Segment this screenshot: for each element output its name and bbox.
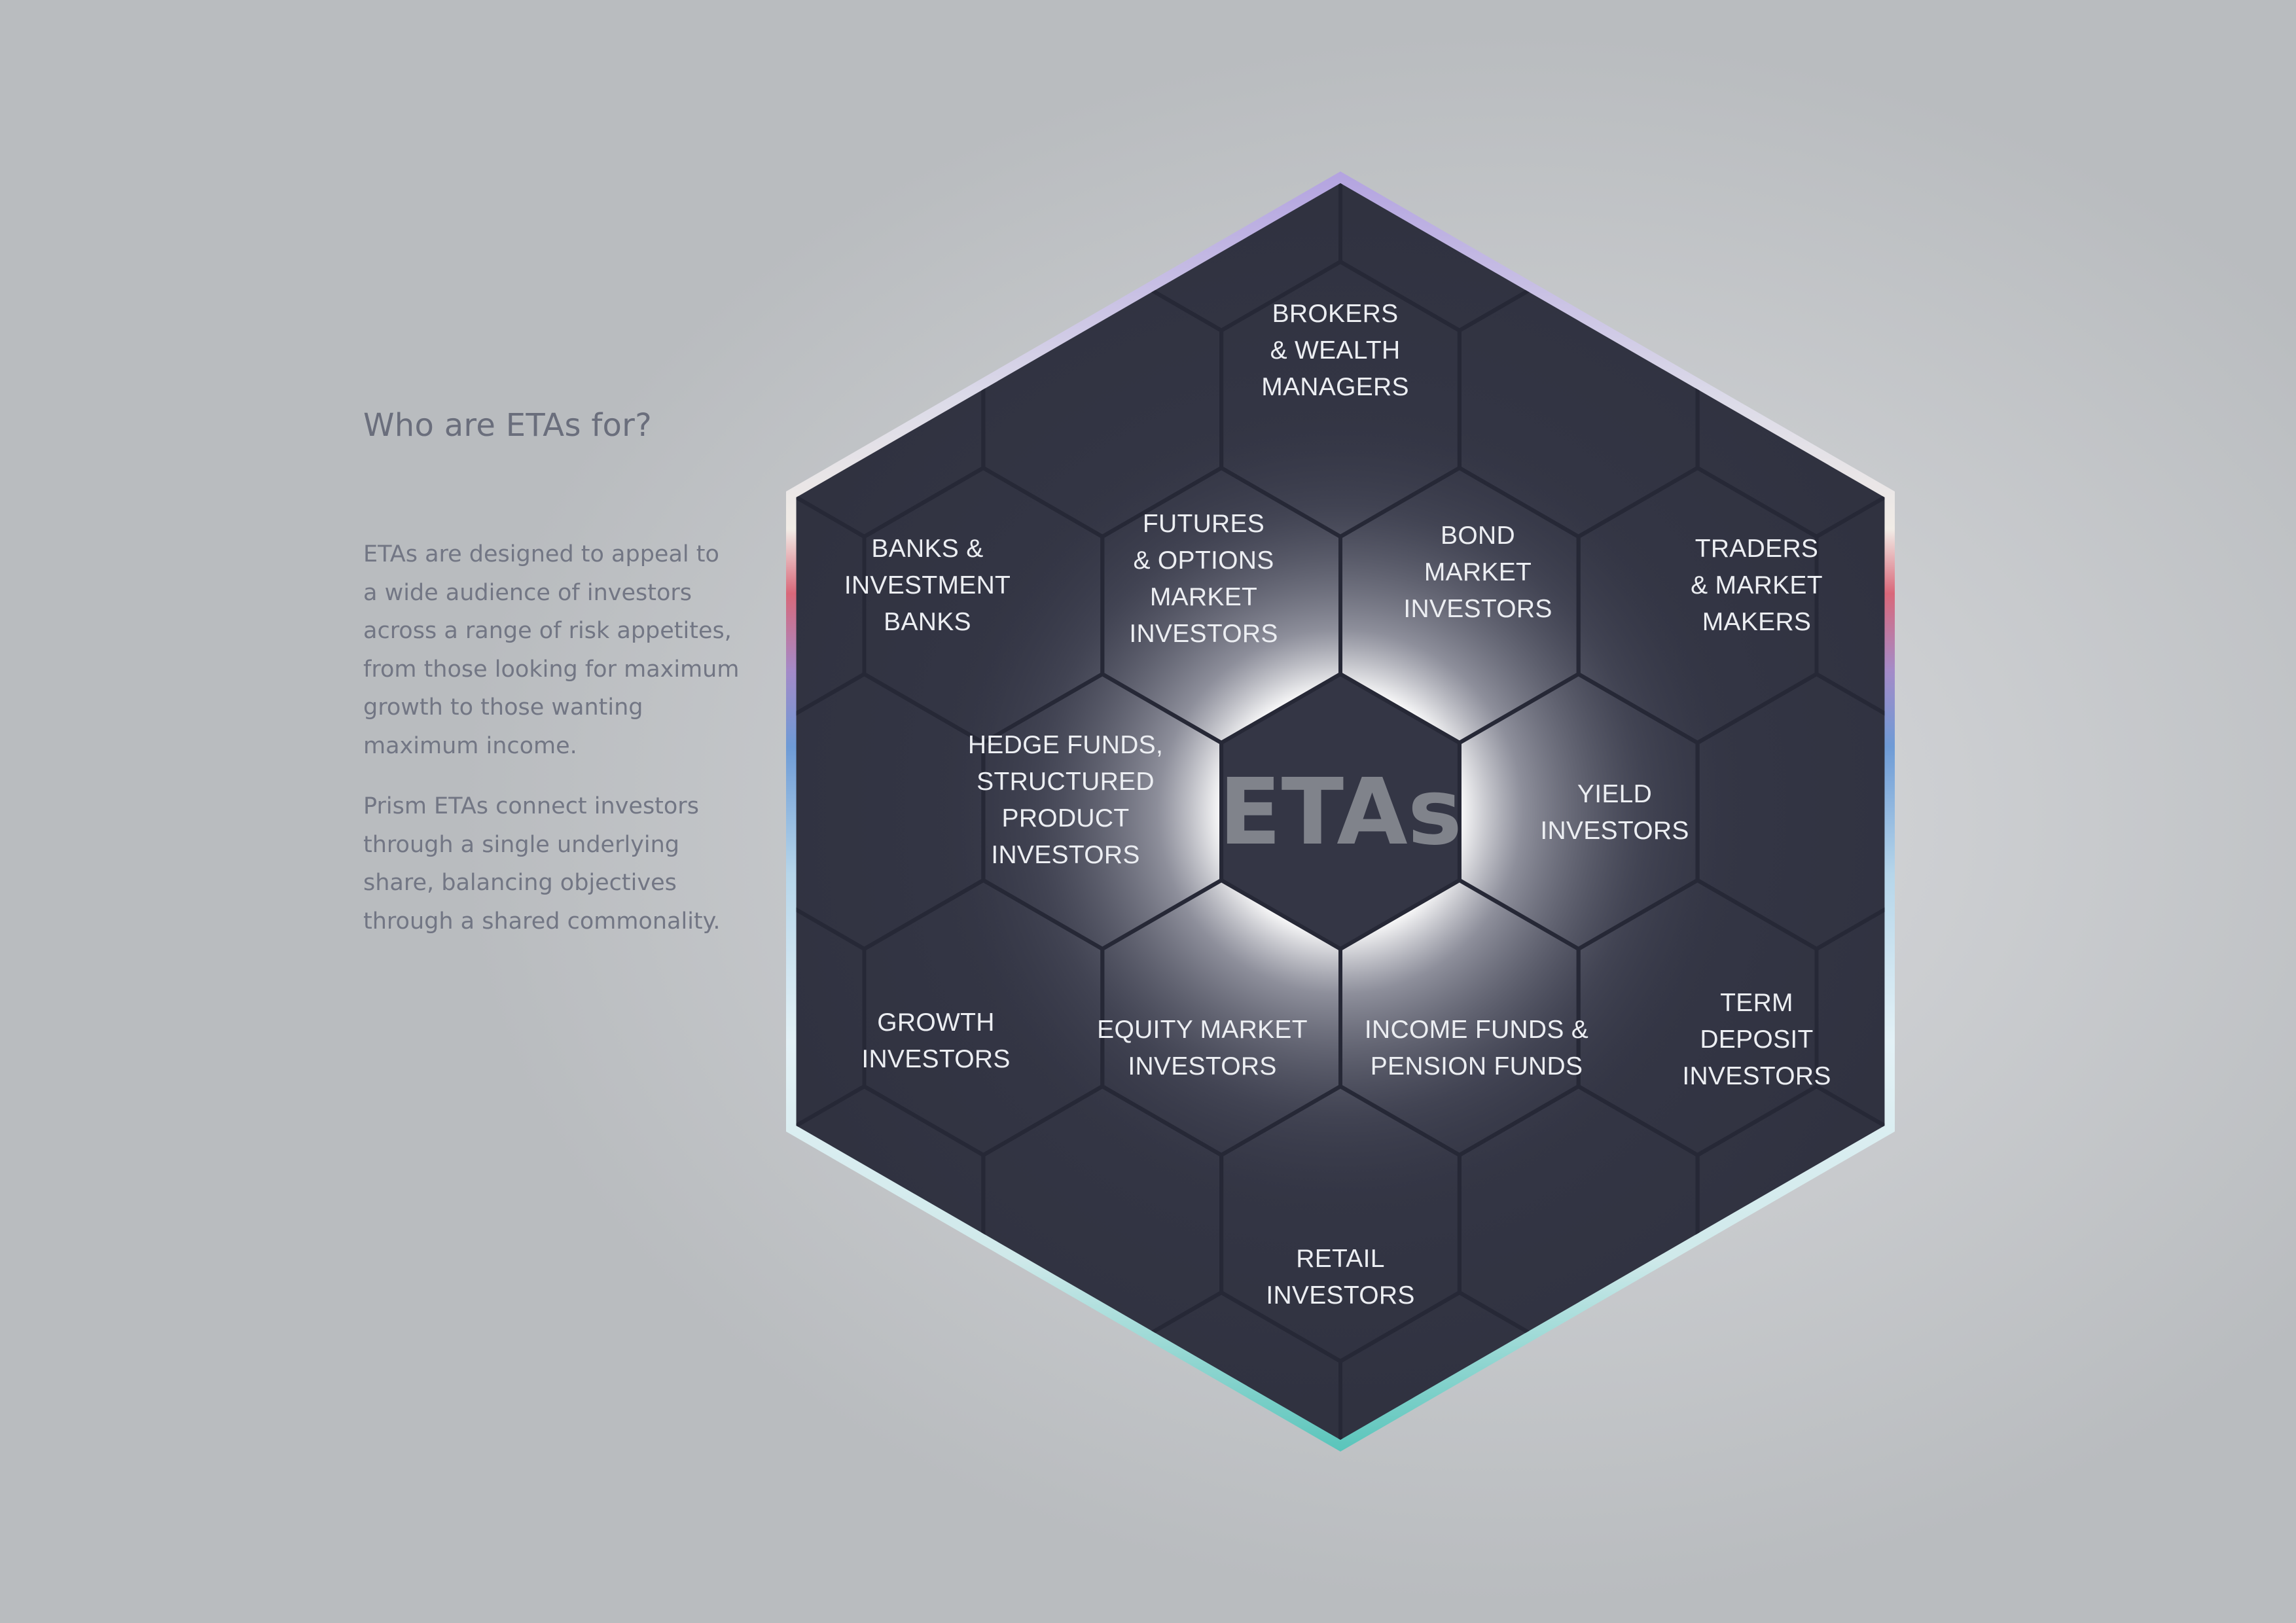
center-label: ETAs bbox=[1219, 759, 1462, 866]
hex-cell bbox=[1576, 183, 1819, 333]
segment-label-futures-options-market-investors: FUTURES & OPTIONS MARKET INVESTORS bbox=[1129, 510, 1278, 648]
hex-cell bbox=[1576, 1290, 1819, 1440]
segment-label-income-funds-pension-funds: INCOME FUNDS & PENSION FUNDS bbox=[1365, 1016, 1588, 1080]
intro-text: ETAs are designed to appeal to a wide au… bbox=[363, 535, 769, 963]
segment-label-equity-market-investors: EQUITY MARKET INVESTORS bbox=[1097, 1016, 1308, 1080]
hex-cell bbox=[862, 1290, 1105, 1440]
segment-labels: BROKERS & WEALTH MANAGERS BANKS & INVESTMEN… bbox=[844, 300, 1831, 1310]
intro-paragraph-1: ETAs are designed to appeal to a wide au… bbox=[363, 541, 740, 759]
hex-cell bbox=[862, 183, 1105, 333]
segment-label-hedge-funds-structured-product-investors: HEDGE FUNDS, STRUCTURED PRODUCT INVESTORS bbox=[968, 731, 1163, 869]
segment-label-growth-investors: GROWTH INVESTORS bbox=[861, 1008, 1010, 1073]
hex-cell bbox=[796, 1290, 867, 1440]
segment-label-retail-investors: RETAIL INVESTORS bbox=[1266, 1245, 1414, 1310]
page-heading: Who are ETAs for? bbox=[363, 407, 652, 444]
hex-cell bbox=[1814, 183, 1885, 333]
hex-cell bbox=[1814, 465, 1885, 745]
segment-label-term-deposit-investors: TERM DEPOSIT INVESTORS bbox=[1682, 989, 1831, 1090]
intro-paragraph-2: Prism ETAs connect investors through a s… bbox=[363, 793, 721, 935]
segment-label-brokers-wealth-managers: BROKERS & WEALTH MANAGERS bbox=[1261, 300, 1409, 401]
segment-label-traders-market-makers: TRADERS & MARKET MAKERS bbox=[1691, 535, 1823, 636]
center-cell bbox=[1219, 671, 1462, 952]
hex-cell bbox=[1814, 878, 1885, 1158]
hex-cell bbox=[1814, 1290, 1885, 1440]
segment-label-banks-investment-banks: BANKS & INVESTMENT BANKS bbox=[844, 535, 1011, 636]
hex-cell bbox=[796, 183, 867, 333]
segment-label-yield-investors: YIELD INVESTORS bbox=[1540, 780, 1689, 845]
segment-label-bond-market-investors: BOND MARKET INVESTORS bbox=[1403, 522, 1552, 623]
